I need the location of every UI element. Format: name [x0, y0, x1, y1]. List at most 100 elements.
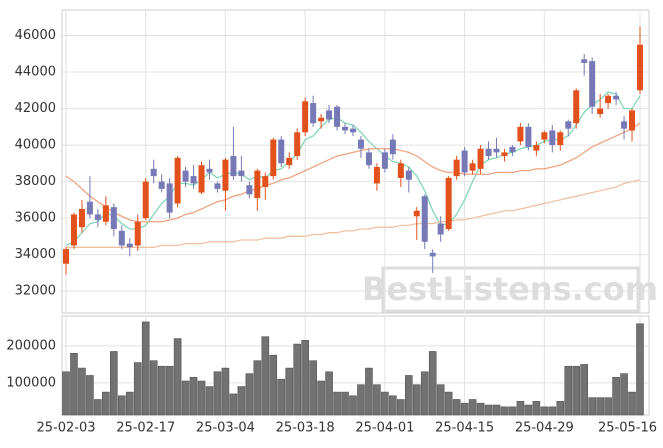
volume-bar: [141, 321, 150, 416]
candle-body: [294, 132, 301, 157]
volume-bar: [221, 367, 230, 416]
candle-body: [238, 170, 245, 177]
volume-bar: [181, 380, 190, 416]
volume-bar: [484, 404, 493, 416]
x-tick-label: 25-03-04: [196, 421, 255, 436]
volume-bar: [197, 380, 206, 416]
volume-bar: [492, 404, 501, 416]
x-tick-label: 25-04-29: [515, 421, 574, 436]
volume-bar: [205, 386, 214, 416]
candle-body: [318, 117, 325, 122]
volume-bar: [588, 397, 596, 416]
candle-body: [86, 201, 93, 215]
candle-body: [78, 208, 85, 228]
x-tick-label: 25-05-16: [598, 421, 657, 436]
candle-body: [302, 101, 309, 133]
volume-bar: [317, 380, 325, 416]
candle-body: [581, 59, 588, 63]
volume-bar: [524, 404, 533, 416]
candle-body: [541, 132, 548, 140]
volume-bar: [301, 340, 309, 416]
volume-bar: [548, 406, 557, 416]
candle-body: [461, 150, 468, 173]
volume-bar: [444, 391, 453, 416]
candle-body: [326, 110, 333, 120]
candle-body: [565, 121, 572, 129]
volume-bar: [133, 362, 142, 416]
volume-bar: [436, 384, 445, 416]
candle-body: [350, 128, 356, 133]
candle-body: [389, 139, 396, 155]
candle-body: [206, 168, 213, 173]
y-tick-label: 46000: [15, 28, 56, 43]
volume-bar: [189, 377, 198, 416]
moving-average-line: [65, 122, 641, 223]
candle-body: [190, 176, 197, 184]
candle-body: [469, 163, 476, 171]
candle-body: [445, 177, 452, 230]
candle-body: [142, 181, 149, 219]
x-tick-label: 25-04-15: [435, 421, 494, 436]
candle-body: [525, 126, 532, 147]
volume-bar: [237, 386, 246, 416]
candle-body: [118, 230, 125, 246]
y-tick-label: 32000: [15, 284, 56, 299]
x-tick-label: 25-02-17: [116, 421, 175, 436]
candle-body: [533, 145, 540, 151]
x-tick-label: 25-03-18: [276, 421, 335, 436]
candle-body: [357, 139, 364, 149]
price-pane: [61, 9, 650, 314]
volume-bar: [389, 395, 397, 416]
candle-body: [557, 132, 564, 146]
volume-bar: [333, 391, 341, 416]
volume-bar: [86, 375, 94, 416]
volume-bar: [78, 367, 86, 416]
volume-bar: [261, 336, 270, 416]
candle-body: [629, 110, 636, 131]
volume-bar: [349, 395, 357, 416]
volume-bar: [94, 399, 102, 416]
watermark-box: [381, 266, 640, 313]
volume-bar: [157, 365, 166, 416]
volume-bar: [468, 399, 477, 416]
volume-bar: [229, 393, 238, 416]
volume-bar: [62, 371, 70, 416]
candle-body: [182, 170, 189, 182]
candle-body: [509, 146, 516, 153]
candle-body: [270, 139, 277, 177]
moving-average-line: [66, 179, 641, 248]
y-tick-label: 100000: [6, 375, 56, 390]
candle-body: [573, 90, 580, 124]
candle-body: [262, 176, 269, 188]
candle-body: [501, 152, 508, 157]
volume-bar: [125, 391, 134, 416]
volume-bar: [213, 371, 222, 416]
volume-bar: [500, 406, 509, 416]
candle-body: [413, 210, 420, 217]
y-tick-label: 40000: [15, 138, 56, 153]
volume-bar: [397, 399, 405, 416]
volume-bar: [245, 373, 254, 416]
volume-bar: [596, 397, 604, 416]
volume-bar: [373, 384, 381, 416]
y-tick-label: 38000: [15, 174, 56, 189]
volume-bar: [277, 378, 286, 416]
candle-body: [381, 152, 388, 169]
candle-body: [437, 223, 444, 235]
volume-bar: [341, 391, 349, 416]
volume-bar: [460, 402, 469, 416]
candle-body: [214, 183, 221, 189]
candle-body: [597, 108, 604, 115]
candle-body: [158, 181, 165, 189]
candle-body: [589, 61, 596, 107]
volume-bar: [452, 399, 461, 416]
candle-body: [517, 126, 524, 142]
candle-body: [549, 130, 556, 146]
candle-body: [310, 103, 317, 124]
volume-bar: [604, 397, 612, 416]
volume-bar: [476, 402, 485, 416]
volume-bar: [580, 364, 588, 416]
y-tick-label: 44000: [15, 65, 56, 80]
volume-bar: [149, 360, 158, 416]
